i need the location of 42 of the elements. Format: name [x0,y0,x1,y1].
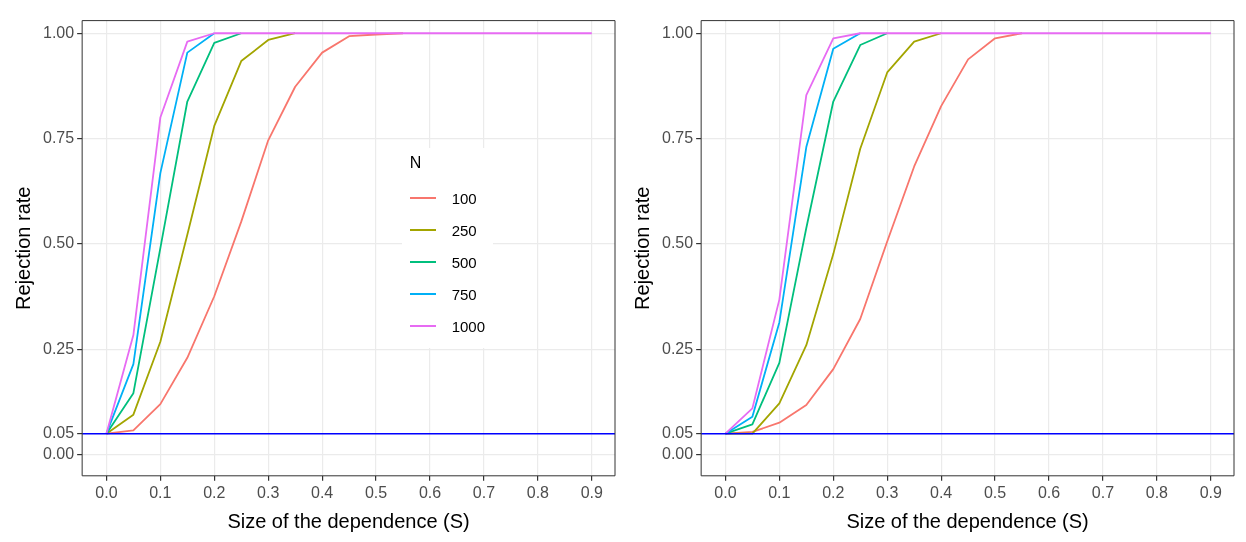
legend-label: 100 [451,189,477,207]
x-tick-label: 0.0 [714,483,737,501]
x-tick-label: 0.1 [149,483,172,501]
x-tick-label: 0.8 [1145,483,1169,501]
y-axis-title: Rejection rate [630,186,653,310]
y-tick-label: 0.75 [43,129,75,147]
legend-label: 1000 [451,317,485,335]
x-tick-label: 0.2 [822,483,845,501]
legend-title: N [409,154,423,172]
x-tick-label: 0.6 [1037,483,1061,501]
x-tick-label: 0.3 [257,483,280,501]
x-tick-label: 0.5 [364,483,388,501]
legend-label: 250 [451,221,477,239]
y-tick-label: 0.25 [43,339,75,357]
legend-label: 750 [451,285,477,303]
x-tick-label: 0.2 [203,483,226,501]
x-tick-label: 0.0 [95,483,118,501]
x-tick-label: 0.9 [580,483,604,501]
x-axis-title: Size of the dependence (S) [846,509,1089,532]
y-tick-label: 0.75 [662,129,694,147]
x-tick-label: 0.4 [930,483,953,501]
x-tick-label: 0.8 [526,483,550,501]
y-tick-label: 0.50 [43,234,75,252]
x-tick-label: 0.7 [1091,483,1115,501]
x-tick-label: 0.1 [768,483,791,501]
y-axis-title: Rejection rate [11,186,34,310]
y-tick-label: 1.00 [662,23,694,41]
y-tick-label: 0.25 [662,339,694,357]
y-tick-label: 0.50 [662,234,694,252]
x-tick-label: 0.9 [1199,483,1223,501]
x-tick-label: 0.5 [983,483,1007,501]
y-tick-label: 0.05 [662,424,694,442]
y-tick-label: 0.00 [43,445,75,463]
x-tick-label: 0.6 [418,483,442,501]
x-tick-label: 0.7 [472,483,496,501]
x-tick-label: 0.4 [311,483,334,501]
x-tick-label: 0.3 [876,483,899,501]
legend-label: 500 [451,253,477,271]
y-tick-label: 0.00 [662,445,694,463]
y-tick-label: 0.05 [43,424,75,442]
y-tick-label: 1.00 [43,23,75,41]
x-axis-title: Size of the dependence (S) [227,509,470,532]
